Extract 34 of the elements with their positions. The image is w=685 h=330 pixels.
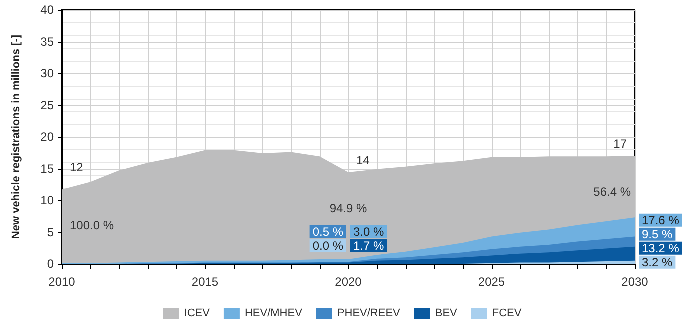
y-tick-label: 15 [40, 162, 54, 176]
y-tick-label: 5 [47, 225, 54, 240]
x-tick-label: 2030 [622, 275, 649, 289]
legend-label: HEV/MHEV [244, 308, 304, 320]
annotation: 56.4 % [594, 185, 632, 200]
x-tick-label: 2010 [48, 275, 76, 289]
y-tick-label: 35 [40, 34, 54, 49]
annotation: 3.0 % [354, 225, 385, 239]
y-tick-label: 40 [40, 3, 54, 17]
y-axis-title: New vehicle registrations in millions [-] [10, 34, 22, 240]
annotation: 0.5 % [312, 225, 344, 239]
total-label: 17 [614, 137, 628, 152]
x-tick-label: 2020 [335, 275, 362, 289]
annotation: 100.0 % [70, 218, 114, 233]
annotation: 13.2 % [642, 241, 680, 256]
legend-label: FCEV [492, 308, 522, 320]
legend-label: BEV [435, 308, 458, 320]
y-tick-label: 0 [47, 257, 54, 271]
total-label: 12 [70, 160, 84, 175]
legend-label: PHEV/REEV [337, 308, 402, 320]
total-label: 14 [356, 154, 370, 168]
y-tick-label: 10 [40, 194, 54, 208]
annotation: 1.7 % [354, 239, 385, 253]
annotation: 3.2 % [642, 255, 674, 270]
x-tick-label: 2025 [478, 275, 506, 289]
annotation: 9.5 % [642, 227, 674, 242]
annotation: 17.6 % [642, 213, 680, 228]
x-tick-label: 2015 [192, 275, 219, 289]
annotation: 0.0 % [312, 239, 344, 253]
annotation: 94.9 % [330, 202, 368, 216]
y-tick-label: 25 [40, 98, 54, 112]
y-tick-label: 20 [40, 130, 54, 144]
y-tick-label: 30 [40, 66, 54, 80]
legend-label: ICEV [184, 308, 211, 320]
